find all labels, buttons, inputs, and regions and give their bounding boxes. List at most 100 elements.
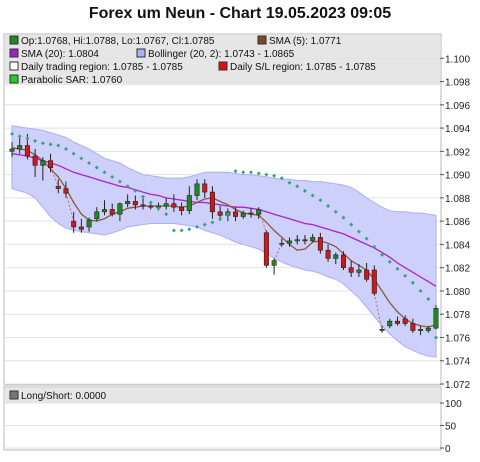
sar-dot: [133, 188, 138, 193]
sar-dot: [117, 179, 122, 184]
candle-body: [340, 254, 346, 268]
candle-body: [148, 205, 154, 208]
candle-body: [402, 318, 408, 324]
candle-body: [217, 211, 223, 216]
legend-swatch: [9, 61, 19, 71]
candle-body: [86, 219, 92, 228]
legend-swatch: [257, 35, 267, 45]
sub-legend-swatch: [9, 390, 19, 400]
sar-dot: [233, 169, 238, 174]
candle-body: [271, 260, 277, 266]
legend-swatch: [218, 61, 228, 71]
candle-body: [371, 269, 377, 294]
y-tick-label: 1.094: [445, 124, 470, 135]
candlesticks: [9, 133, 439, 336]
sub-y-tick-label: 100: [445, 399, 462, 410]
sar-dot: [272, 173, 277, 178]
candle-body: [78, 226, 84, 230]
candle-body: [109, 209, 115, 215]
y-tick-label: 1.082: [445, 264, 470, 275]
sma-20-line: [11, 153, 437, 287]
sub-y-tick-label: 50: [445, 422, 457, 433]
sar-dot: [380, 252, 385, 257]
sar-dot: [102, 170, 107, 175]
sar-dot: [164, 212, 169, 217]
sar-dot: [349, 222, 354, 227]
candle-body: [433, 308, 439, 329]
gap-connector: [50, 167, 59, 187]
sar-dot: [171, 228, 176, 233]
y-tick-label: 1.092: [445, 147, 470, 158]
candle-body: [410, 323, 416, 331]
sar-dot: [63, 147, 68, 151]
chart-title: Forex um Neun - Chart 19.05.2023 09:05: [89, 5, 391, 22]
sar-dot: [372, 244, 377, 249]
candle-body: [32, 155, 38, 166]
y-tick-label: 1.086: [445, 217, 470, 228]
sub-gridlines: [5, 402, 440, 449]
gap-connector: [273, 243, 283, 261]
y-tick-label: 1.098: [445, 78, 470, 89]
candle-body: [248, 212, 254, 215]
sub-legend-label: Long/Short: 0.0000: [21, 391, 107, 402]
legend-label: Parabolic SAR: 1.0760: [21, 75, 123, 86]
sar-dot: [141, 194, 146, 199]
sub-legend-background: [5, 388, 440, 403]
legend-label: SMA (5): 1.0771: [269, 36, 342, 47]
y-tick-label: 1.076: [445, 333, 470, 344]
bollinger-band: [11, 125, 437, 358]
legend-swatch: [9, 74, 19, 84]
candle-body: [425, 327, 431, 331]
legend-swatch: [136, 48, 146, 58]
sar-dot: [125, 184, 130, 189]
candle-body: [125, 201, 131, 204]
candle-body: [379, 329, 385, 331]
sar-dot: [94, 165, 99, 170]
sar-dot: [110, 174, 115, 179]
sar-dot: [187, 227, 192, 232]
y-tick-label: 1.078: [445, 310, 470, 321]
candle-body: [325, 249, 331, 259]
candle-body: [364, 269, 370, 280]
sar-dot: [410, 280, 415, 285]
legend-swatch: [9, 35, 19, 45]
sar-dot: [195, 224, 199, 229]
bollinger-band-area: [11, 125, 437, 358]
legend-label: Daily S/L region: 1.0785 - 1.0785: [230, 62, 376, 73]
y-tick-label: 1.088: [445, 194, 470, 205]
legend-swatch: [9, 48, 19, 58]
candle-body: [163, 203, 169, 207]
y-tick-label: 1.080: [445, 287, 470, 298]
candle-body: [48, 160, 54, 168]
legend-label: Op:1.0768, Hi:1.0788, Lo:1.0767, Cl:1.07…: [21, 36, 215, 47]
candle-body: [263, 232, 269, 266]
sar-dot: [218, 216, 223, 221]
candle-body: [418, 329, 424, 331]
y-tick-label: 1.096: [445, 101, 470, 112]
candle-body: [333, 254, 339, 259]
candle-body: [171, 203, 177, 208]
y-tick-label: 1.072: [445, 380, 470, 391]
candle-body: [132, 201, 138, 206]
candle-body: [186, 195, 192, 211]
candle-body: [310, 237, 316, 242]
sub-legend: Long/Short: 0.0000: [9, 390, 107, 402]
candle-body: [9, 148, 15, 152]
y-tick-label: 1.074: [445, 357, 470, 368]
candle-body: [240, 212, 246, 217]
indicator-series: [11, 147, 437, 328]
candle-body: [71, 220, 77, 228]
sar-dot: [264, 172, 269, 177]
sar-dot: [333, 209, 338, 214]
sar-dot: [395, 266, 400, 271]
candle-body: [55, 185, 61, 189]
candle-body: [94, 211, 100, 220]
sar-dot: [302, 188, 307, 193]
candle-body: [279, 242, 285, 245]
sub-y-axis-ticks: 0 50 100: [440, 399, 462, 455]
sar-dot: [210, 220, 215, 225]
sub-y-tick-label: 0: [445, 444, 451, 455]
candle-body: [102, 209, 108, 213]
sar-dot: [318, 198, 323, 203]
candle-body: [302, 239, 308, 242]
